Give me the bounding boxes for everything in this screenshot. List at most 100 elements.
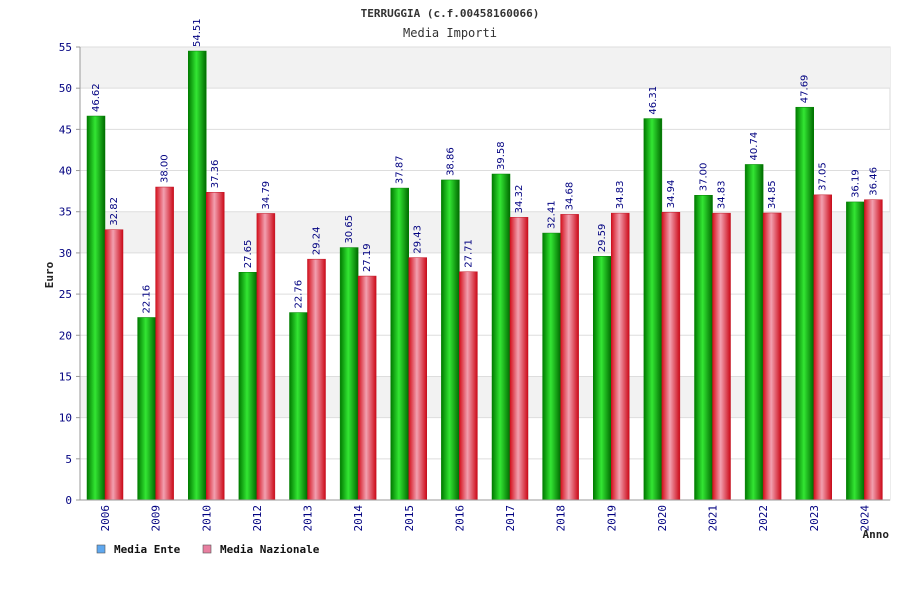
bar-media-nazionale — [256, 213, 276, 501]
bar-media-nazionale — [661, 211, 681, 501]
x-tick-label: 2014 — [352, 505, 365, 532]
y-tick-label: 15 — [59, 370, 72, 383]
bars — [86, 50, 883, 501]
bar-media-ente — [188, 50, 207, 501]
value-label-media-ente: 32.41 — [547, 200, 558, 229]
x-tick-label: 2020 — [656, 505, 669, 532]
value-label-media-nazionale: 34.32 — [514, 185, 525, 214]
value-label-media-nazionale: 32.82 — [109, 197, 120, 226]
x-axis-ticks: 2006 2009 2010 2012 2013 2014 2015 2016 2017 2018… — [99, 505, 871, 532]
value-label-media-nazionale: 34.79 — [261, 181, 272, 210]
grid-band — [80, 47, 890, 89]
y-tick-label: 0 — [65, 494, 72, 507]
value-label-media-nazionale: 27.71 — [463, 239, 474, 268]
value-label-media-nazionale: 36.46 — [868, 167, 879, 196]
value-label-media-nazionale: 38.00 — [160, 154, 171, 183]
y-tick-label: 55 — [59, 41, 72, 54]
x-tick-label: 2010 — [200, 505, 213, 532]
x-tick-label: 2016 — [453, 505, 466, 532]
x-tick-label: 2009 — [150, 505, 163, 532]
value-label-media-ente: 46.31 — [648, 86, 659, 115]
x-tick-label: 2021 — [707, 505, 720, 532]
bar-media-nazionale — [509, 217, 529, 501]
bar-media-nazionale — [206, 192, 225, 501]
value-label-media-ente: 37.87 — [395, 155, 406, 184]
y-tick-label: 45 — [59, 123, 72, 136]
value-label-media-ente: 30.65 — [344, 215, 355, 244]
bar-media-ente — [339, 247, 359, 501]
bar-media-ente — [289, 312, 308, 501]
value-label-media-nazionale: 29.24 — [312, 227, 323, 256]
grid-band — [80, 129, 890, 171]
x-tick-label: 2018 — [555, 505, 568, 532]
value-label-media-ente: 39.58 — [496, 141, 507, 170]
y-tick-label: 30 — [59, 247, 72, 260]
bar-media-ente — [137, 317, 156, 501]
value-label-media-ente: 40.74 — [749, 132, 760, 161]
bar-media-nazionale — [408, 257, 427, 501]
bar-media-nazionale — [813, 194, 832, 501]
value-label-media-ente: 22.16 — [142, 285, 153, 314]
bar-media-nazionale — [611, 212, 630, 501]
bar-media-nazionale — [357, 275, 377, 501]
legend-swatch-media-ente — [96, 544, 106, 554]
x-tick-label: 2023 — [808, 505, 821, 532]
x-tick-label: 2019 — [605, 505, 618, 532]
bar-media-nazionale — [104, 229, 124, 501]
bar-media-nazionale — [864, 199, 883, 501]
value-label-media-ente: 36.19 — [850, 169, 861, 198]
bar-media-ente — [238, 272, 258, 501]
bar-media-nazionale — [155, 186, 174, 501]
value-label-media-nazionale: 37.05 — [818, 162, 829, 191]
value-label-media-nazionale: 34.83 — [717, 180, 728, 209]
bar-media-ente — [694, 195, 713, 501]
value-label-media-nazionale: 29.43 — [413, 225, 424, 254]
bar-media-ente — [491, 173, 511, 501]
bar-media-ente — [795, 106, 814, 501]
legend-label-media-nazionale: Media Nazionale — [220, 543, 320, 556]
bar-media-ente — [390, 187, 409, 501]
bar-media-ente — [846, 201, 865, 501]
x-tick-label: 2006 — [99, 505, 112, 532]
legend-label-media-ente: Media Ente — [114, 543, 181, 556]
value-label-media-nazionale: 34.68 — [565, 182, 576, 211]
y-axis-title: Euro — [43, 261, 56, 288]
bar-media-ente — [593, 256, 612, 501]
bar-media-ente — [744, 164, 764, 501]
bar-media-ente — [441, 179, 460, 501]
value-label-media-nazionale: 37.36 — [210, 160, 221, 189]
x-tick-label: 2024 — [858, 505, 871, 532]
value-labels: 46.62 32.82 22.16 38.00 54.51 37.36 27.65 34.79… — [91, 18, 879, 313]
chart-subtitle: Media Importi — [403, 26, 497, 40]
y-tick-label: 5 — [65, 453, 72, 466]
value-label-media-nazionale: 34.94 — [666, 180, 677, 209]
x-tick-label: 2022 — [757, 505, 770, 532]
x-tick-label: 2017 — [504, 505, 517, 532]
y-tick-label: 20 — [59, 329, 72, 342]
bar-media-nazionale — [459, 271, 478, 501]
bar-media-nazionale — [307, 258, 326, 501]
value-label-media-nazionale: 34.83 — [615, 180, 626, 209]
bar-media-ente — [643, 118, 663, 501]
value-label-media-ente: 27.65 — [243, 240, 254, 269]
value-label-media-ente: 38.86 — [445, 147, 456, 176]
value-label-media-ente: 54.51 — [192, 18, 203, 47]
x-tick-label: 2012 — [251, 505, 264, 532]
y-axis-ticks: 0 5 10 15 20 25 30 35 40 45 50 55 — [59, 41, 80, 507]
value-label-media-nazionale: 27.19 — [362, 243, 373, 272]
x-tick-label: 2015 — [403, 505, 416, 532]
value-label-media-ente: 29.59 — [597, 224, 608, 253]
value-label-media-ente: 46.62 — [91, 83, 102, 112]
value-label-media-ente: 37.00 — [699, 163, 710, 192]
legend: Media Ente Media Nazionale — [96, 543, 320, 556]
y-tick-label: 35 — [59, 206, 72, 219]
x-tick-label: 2013 — [302, 505, 315, 532]
bar-media-ente — [542, 232, 561, 501]
legend-swatch-media-nazionale — [202, 544, 212, 554]
bar-media-ente — [86, 115, 106, 501]
value-label-media-ente: 22.76 — [294, 280, 305, 309]
chart-title: TERRUGGIA (c.f.00458160066) — [361, 7, 540, 20]
y-tick-label: 40 — [59, 165, 72, 178]
y-tick-label: 10 — [59, 412, 72, 425]
